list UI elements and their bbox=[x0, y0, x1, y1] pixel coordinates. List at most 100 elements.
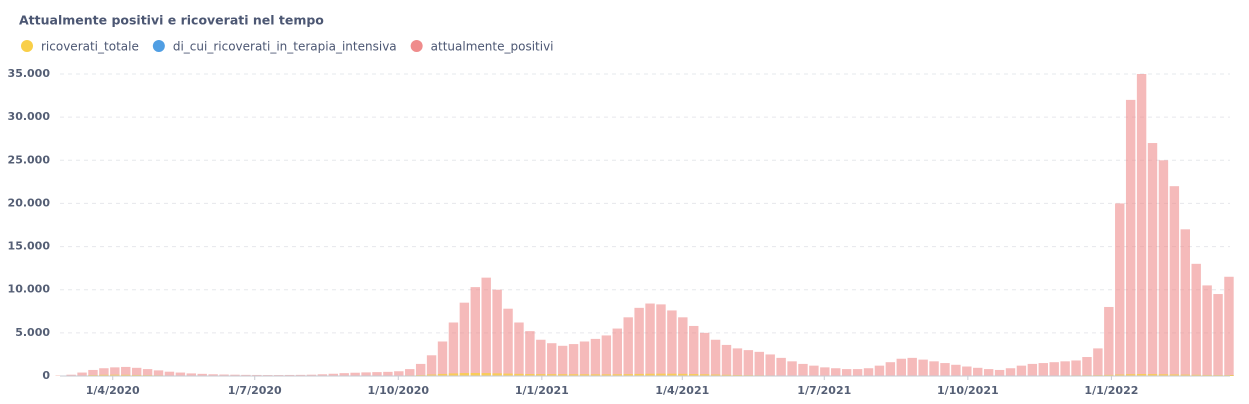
bar bbox=[459, 373, 470, 376]
bar bbox=[940, 363, 950, 376]
bar bbox=[481, 277, 491, 376]
bar bbox=[1115, 203, 1125, 376]
bar bbox=[765, 354, 775, 376]
bar bbox=[601, 335, 612, 376]
bar bbox=[667, 373, 677, 376]
x-tick-label: 1/1/2021 bbox=[515, 384, 569, 397]
bar bbox=[459, 302, 470, 376]
bar bbox=[962, 366, 972, 376]
bar bbox=[153, 370, 164, 376]
bar bbox=[568, 344, 579, 376]
legend: ricoverati_totale di_cui_ricoverati_in_te… bbox=[21, 40, 554, 54]
bar bbox=[361, 372, 371, 376]
x-tick-label: 1/7/2020 bbox=[228, 384, 282, 397]
bar bbox=[710, 339, 721, 376]
bar bbox=[470, 372, 480, 376]
bar bbox=[383, 371, 393, 376]
y-tick-label: 35.000 bbox=[8, 67, 51, 80]
bar bbox=[77, 372, 87, 376]
y-tick-label: 25.000 bbox=[8, 153, 51, 166]
bar bbox=[394, 371, 404, 376]
y-tick-label: 5.000 bbox=[15, 326, 50, 339]
bar bbox=[415, 363, 426, 376]
bar bbox=[175, 372, 186, 376]
bar bbox=[612, 374, 622, 376]
bar bbox=[863, 368, 874, 376]
bar bbox=[99, 368, 109, 376]
bar bbox=[732, 348, 743, 376]
bar bbox=[470, 287, 480, 376]
bar bbox=[1169, 374, 1180, 376]
bar bbox=[66, 374, 76, 376]
bar bbox=[754, 351, 764, 376]
bar bbox=[590, 374, 601, 376]
bar bbox=[241, 374, 251, 376]
bar bbox=[1213, 294, 1223, 376]
bar bbox=[667, 310, 677, 376]
bar bbox=[1191, 374, 1201, 376]
bar bbox=[645, 303, 655, 376]
bar bbox=[295, 374, 306, 376]
bar bbox=[492, 373, 502, 376]
bar bbox=[426, 374, 437, 376]
x-tick-label: 1/10/2021 bbox=[937, 384, 999, 397]
bar bbox=[1093, 348, 1103, 376]
bar bbox=[590, 338, 601, 376]
bar bbox=[994, 369, 1005, 376]
legend-marker bbox=[410, 40, 423, 52]
bar bbox=[1125, 99, 1136, 376]
bar bbox=[699, 374, 710, 376]
bar bbox=[121, 374, 131, 376]
bar bbox=[841, 369, 852, 376]
bar bbox=[1180, 374, 1190, 376]
bar bbox=[503, 373, 513, 376]
bar bbox=[448, 373, 459, 376]
bar bbox=[1071, 360, 1081, 376]
bar bbox=[1147, 143, 1158, 376]
legend-label: di_cui_ricoverati_in_terapia_intensiva bbox=[173, 40, 397, 54]
bar bbox=[197, 373, 207, 376]
bar bbox=[536, 339, 546, 376]
y-tick-label: 15.000 bbox=[8, 240, 51, 253]
bar bbox=[1115, 374, 1125, 376]
bar bbox=[1104, 306, 1114, 376]
bar bbox=[929, 361, 939, 376]
bar bbox=[1224, 276, 1234, 376]
legend-label: attualmente_positivi bbox=[431, 40, 554, 54]
bar bbox=[1158, 160, 1169, 376]
bar bbox=[110, 367, 120, 376]
y-tick-label: 0 bbox=[42, 369, 50, 382]
bar bbox=[557, 374, 568, 376]
bar bbox=[131, 374, 142, 376]
bar bbox=[547, 343, 557, 376]
bar bbox=[448, 322, 459, 376]
bar bbox=[1104, 374, 1114, 376]
bar bbox=[1027, 363, 1038, 376]
bar bbox=[918, 359, 928, 376]
bar bbox=[1049, 362, 1059, 376]
bar bbox=[219, 374, 229, 376]
x-tick-label: 1/10/2020 bbox=[367, 384, 429, 397]
x-tick-label: 1/4/2020 bbox=[86, 384, 140, 397]
bar bbox=[623, 317, 633, 376]
x-tick-label: 1/7/2021 bbox=[797, 384, 851, 397]
bar bbox=[1082, 357, 1092, 376]
bar bbox=[1191, 263, 1201, 376]
x-tick-label: 1/1/2022 bbox=[1084, 384, 1138, 397]
bar bbox=[1136, 374, 1147, 376]
bar bbox=[579, 341, 590, 376]
bar bbox=[656, 373, 666, 376]
bar bbox=[492, 289, 502, 376]
bar bbox=[208, 374, 218, 376]
legend-marker bbox=[21, 40, 33, 52]
bar bbox=[983, 369, 994, 376]
bar bbox=[689, 374, 699, 376]
bar bbox=[557, 345, 568, 376]
bar bbox=[405, 369, 415, 376]
bar bbox=[1005, 368, 1016, 376]
bar bbox=[317, 374, 328, 376]
bar bbox=[142, 369, 153, 376]
bar bbox=[973, 367, 983, 376]
bar bbox=[1060, 361, 1070, 376]
bar bbox=[1202, 285, 1212, 376]
